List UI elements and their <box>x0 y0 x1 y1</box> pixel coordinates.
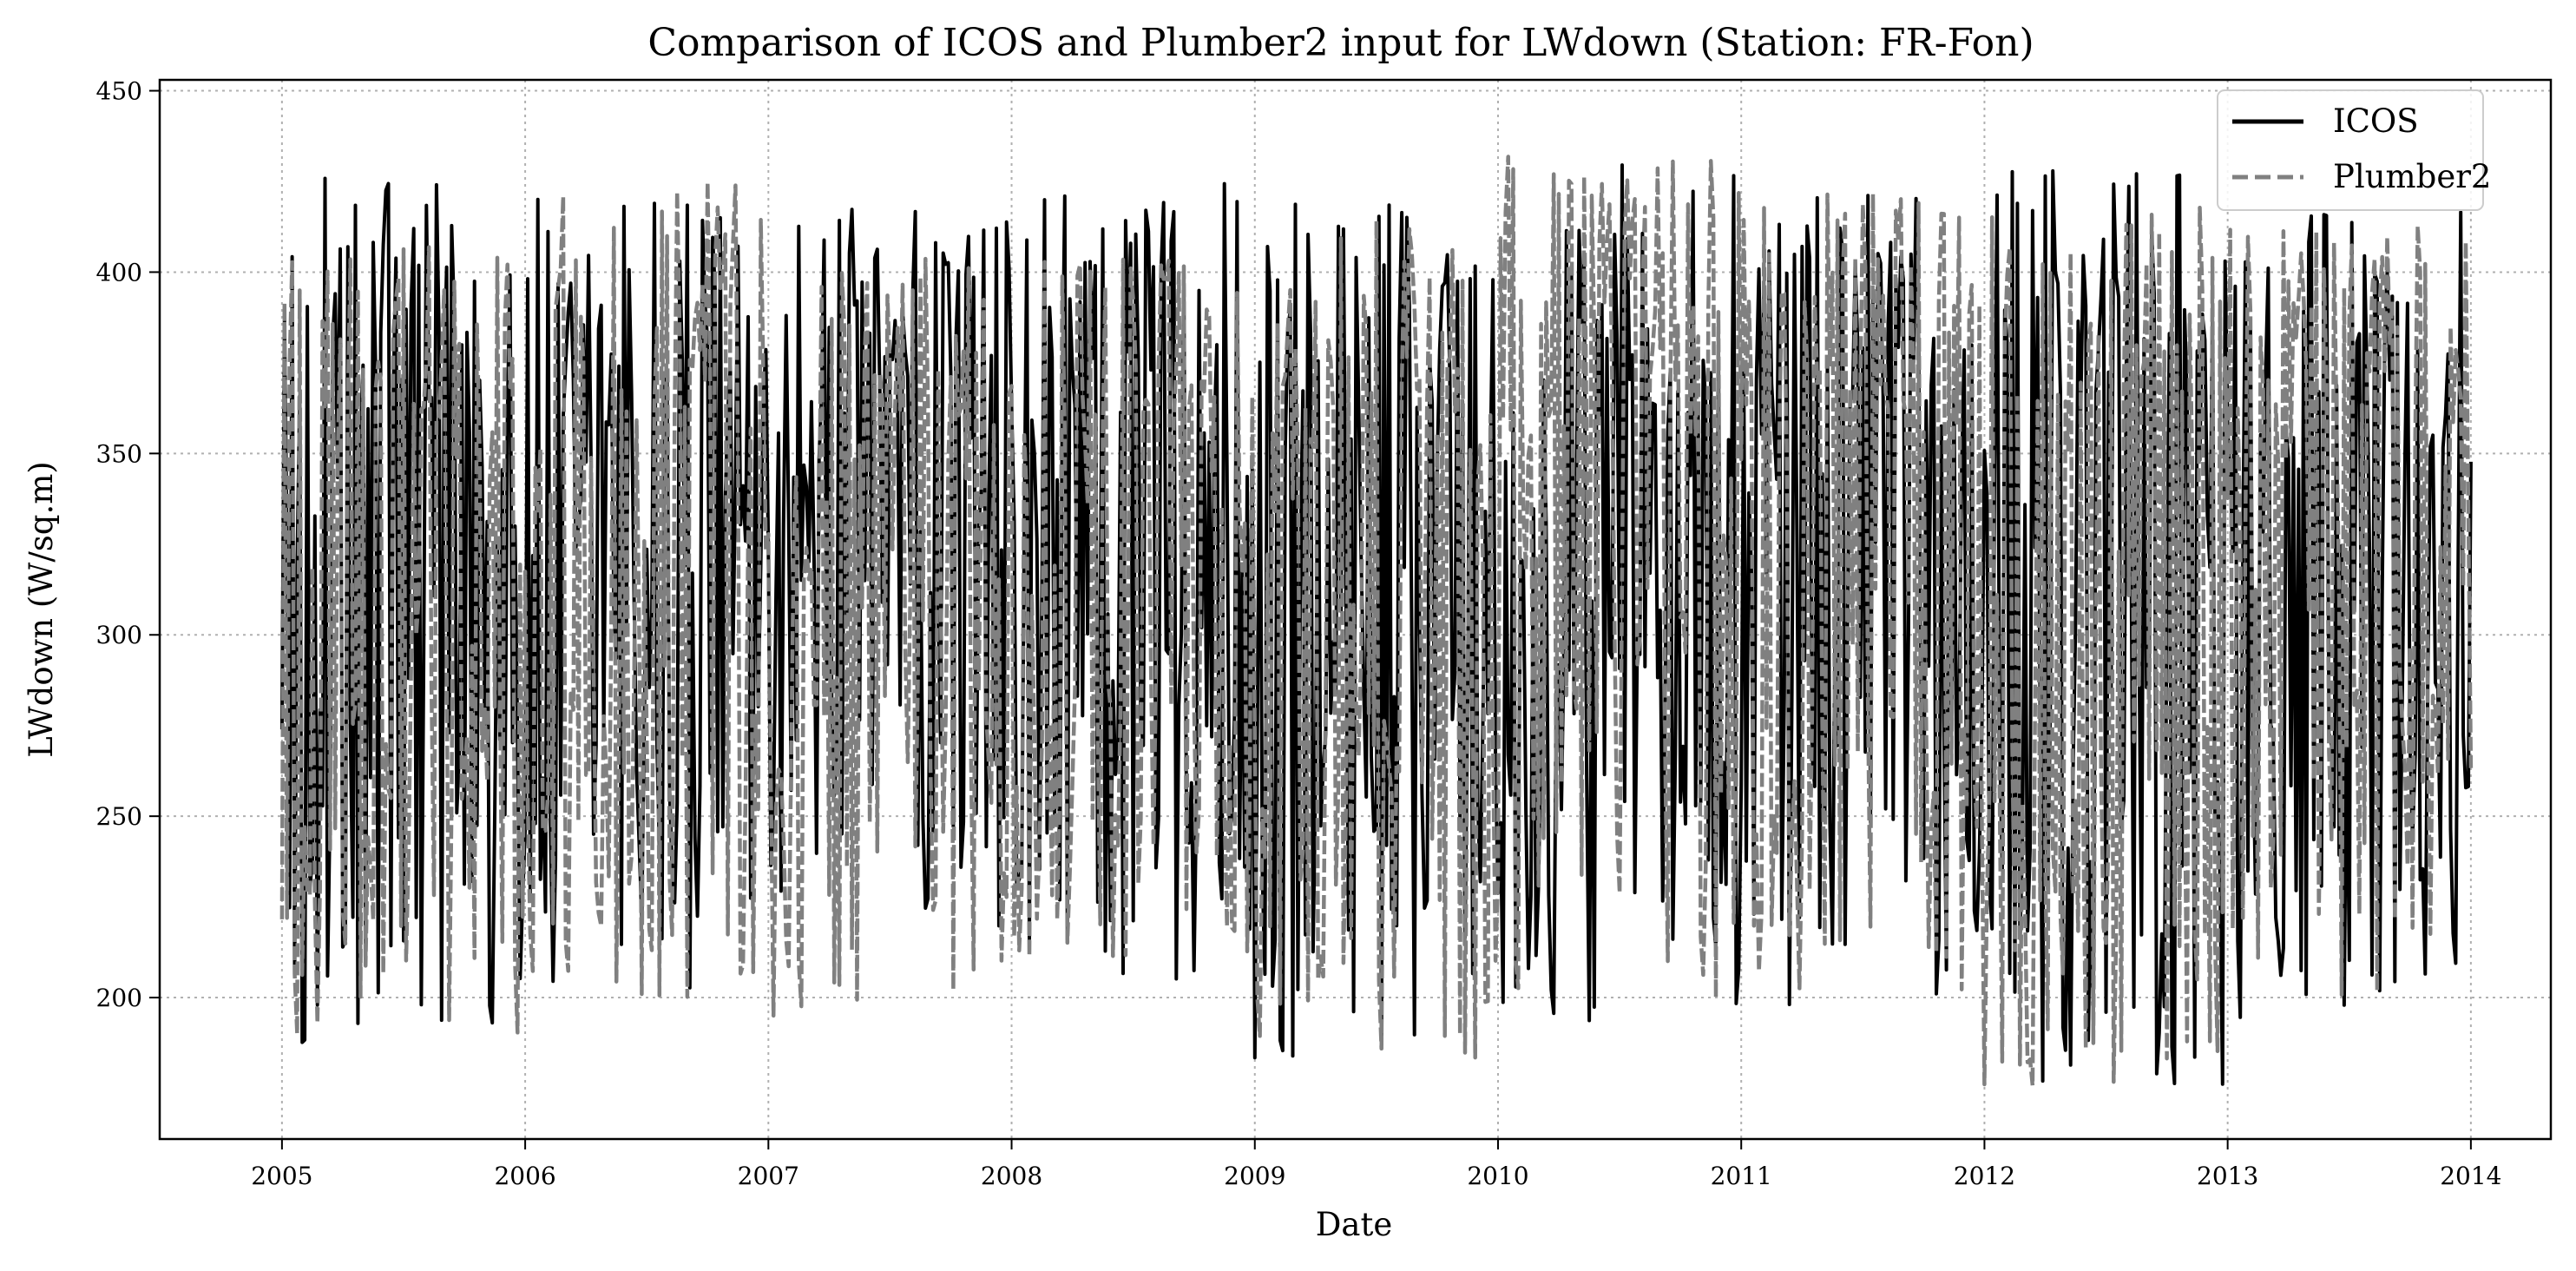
x-tick-label: 2013 <box>2197 1162 2258 1190</box>
legend: ICOS Plumber2 <box>2217 89 2491 211</box>
x-tick-label: 2014 <box>2440 1162 2501 1190</box>
series-line-icos <box>279 163 2473 1086</box>
x-tick-label: 2005 <box>251 1162 312 1190</box>
y-tick-label: 200 <box>96 984 142 1012</box>
x-tick-label: 2011 <box>1711 1162 1772 1190</box>
chart-title: Comparison of ICOS and Plumber2 input fo… <box>647 21 2034 65</box>
axis-ticks: 2005 2006 2007 2008 2009 2010 2011 2012 2013 2014… <box>96 77 2502 1190</box>
x-tick-label: 2008 <box>981 1162 1042 1190</box>
x-tick-label: 2007 <box>738 1162 799 1190</box>
y-tick-label: 400 <box>96 258 142 286</box>
y-tick-label: 250 <box>96 802 142 831</box>
series-layer <box>279 155 2474 1088</box>
series-line-plumber2 <box>279 155 2474 1088</box>
legend-label-icos: ICOS <box>2333 102 2419 140</box>
x-tick-label: 2012 <box>1954 1162 2015 1190</box>
y-tick-label: 350 <box>96 439 142 468</box>
y-axis-label: LWdown (W/sq.m) <box>23 461 60 758</box>
x-axis-label: Date <box>1316 1206 1393 1243</box>
x-tick-label: 2006 <box>494 1162 555 1190</box>
legend-label-plumber2: Plumber2 <box>2333 158 2491 195</box>
y-tick-label: 300 <box>96 621 142 649</box>
y-tick-label: 450 <box>96 77 142 106</box>
x-tick-label: 2009 <box>1224 1162 1285 1190</box>
x-tick-label: 2010 <box>1467 1162 1528 1190</box>
plot-frame <box>158 78 2553 1141</box>
